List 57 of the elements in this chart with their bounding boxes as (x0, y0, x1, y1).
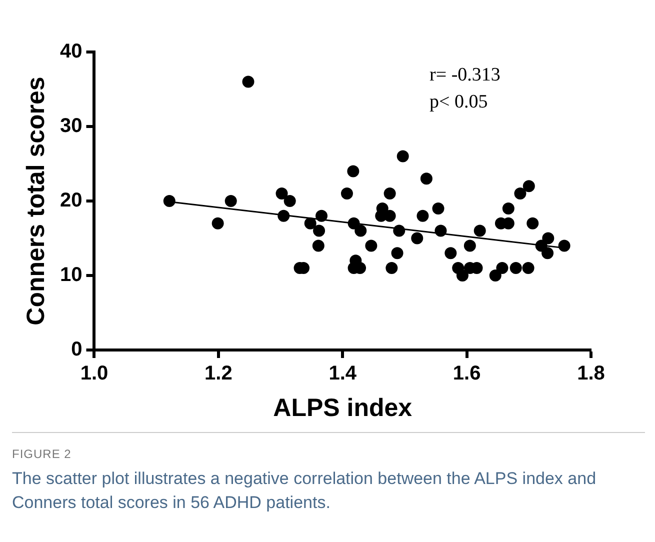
point (411, 232, 424, 244)
point (316, 210, 328, 222)
text: The scatter plot illustrates a negative correlation between the ALPS index and Conners total scores in 56 ADHD patients. (12, 468, 598, 514)
x-tick-label: 1.8 (577, 362, 605, 385)
annotation: p< 0.05 (430, 91, 488, 112)
point (456, 270, 468, 282)
point (432, 202, 444, 214)
point (348, 217, 360, 230)
point (278, 210, 290, 222)
point (340, 188, 353, 200)
point (396, 150, 409, 162)
point (242, 76, 254, 88)
point (393, 224, 406, 237)
x-tick-label: 1.6 (452, 362, 481, 385)
point (489, 270, 502, 282)
point (496, 262, 508, 274)
point (276, 188, 288, 200)
point (354, 224, 367, 237)
point (420, 172, 432, 185)
x-axis-title: ALPS index (273, 394, 412, 422)
point (542, 247, 554, 260)
y-tick-label: 30 (60, 115, 82, 138)
point (304, 217, 316, 230)
point (284, 195, 296, 207)
point (313, 224, 326, 237)
y-tick-label: 10 (60, 264, 82, 286)
point (522, 262, 534, 274)
point (502, 202, 514, 214)
point (434, 224, 447, 237)
point (542, 232, 554, 244)
point (384, 188, 396, 200)
point (510, 262, 522, 274)
y-axis-title: Conners total scores (22, 76, 50, 326)
point (444, 247, 457, 260)
point (526, 217, 539, 230)
point (558, 240, 570, 252)
point (347, 165, 360, 178)
x-tick-label: 1.0 (80, 362, 108, 385)
y-tick-label: 0 (71, 338, 82, 361)
x-tick-label: 1.2 (204, 362, 232, 385)
point (391, 247, 404, 260)
y-tick-label: 20 (60, 190, 82, 212)
caption: FIGURE 2 (12, 447, 72, 461)
point (514, 188, 526, 200)
point (312, 240, 324, 252)
x-tick-label: 1.4 (328, 362, 358, 385)
point (464, 240, 476, 252)
point (386, 262, 398, 274)
point (224, 195, 237, 207)
point (365, 240, 378, 252)
annotation: r= -0.313 (430, 64, 500, 86)
point (416, 210, 429, 222)
point (474, 224, 486, 237)
y-tick-label: 40 (60, 40, 82, 63)
point (522, 180, 535, 192)
point (163, 195, 176, 207)
point (212, 217, 224, 230)
